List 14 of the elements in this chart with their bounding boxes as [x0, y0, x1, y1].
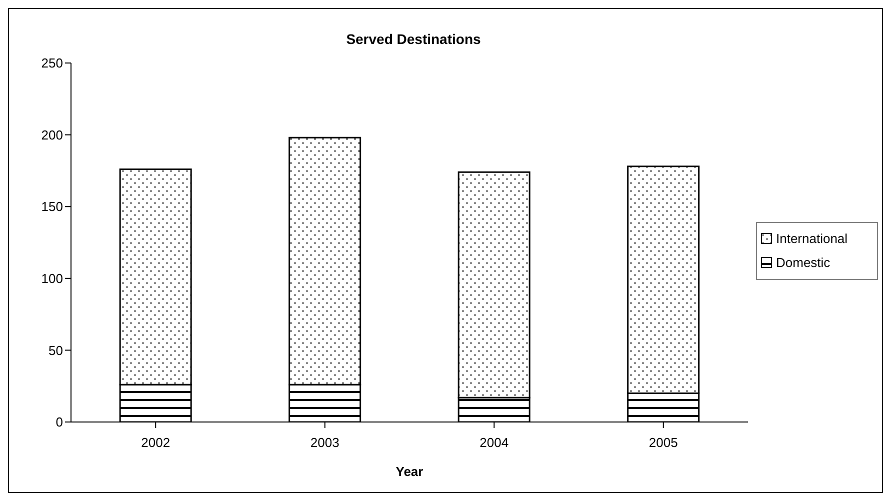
chart-title: Served Destinations	[345, 31, 482, 47]
legend-label: International	[776, 230, 848, 248]
y-tick-label: 150	[41, 199, 63, 214]
y-tick-label: 50	[48, 342, 63, 358]
y-tick-label: 250	[41, 56, 63, 71]
y-tick-label: 200	[41, 127, 63, 142]
x-tick-label: 2004	[480, 435, 509, 450]
y-tick-label: 0	[56, 414, 63, 430]
legend-label: Domestic	[776, 254, 830, 272]
x-tick-label: 2003	[310, 435, 340, 450]
x-tick-label: 2005	[648, 435, 678, 450]
x-tick-label: 2002	[141, 435, 170, 450]
y-tick-label: 100	[41, 271, 63, 286]
x-axis-title: Year	[396, 464, 424, 479]
